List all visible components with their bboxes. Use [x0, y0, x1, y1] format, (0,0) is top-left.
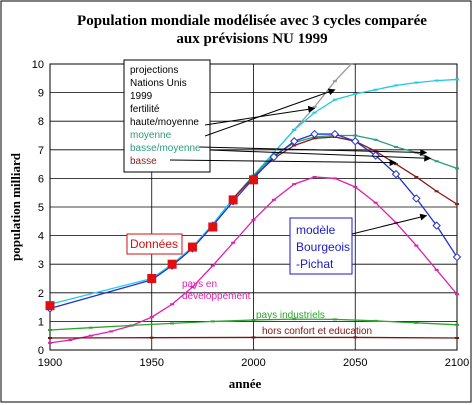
donnees-point — [208, 222, 218, 232]
donnees-label: Données — [130, 237, 178, 251]
point-modele — [391, 169, 401, 179]
legend-arrow — [209, 149, 432, 162]
y-tick-label: 1 — [38, 316, 44, 328]
y-tick-label: 0 — [38, 345, 44, 357]
chart-title-line2: aux prévisions NU 1999 — [176, 31, 327, 47]
legend: projections Nations Unis 1999 fertilité haut… — [123, 59, 211, 173]
modele-label-line2: Bourgeois — [296, 240, 350, 254]
y-tick-label: 4 — [38, 231, 44, 243]
point-modele — [269, 152, 279, 162]
modele-label-box — [289, 217, 353, 275]
pays-ind-label: pays industriels — [256, 310, 325, 321]
y-tick-label: 6 — [38, 173, 44, 185]
y-tick-label: 7 — [38, 145, 44, 157]
point-modele — [289, 137, 299, 146]
y-tick-label: 2 — [38, 288, 44, 300]
tick-labels: 0 1 2 3 4 5 6 7 8 9 10 1900 1950 2000 2050 2100 — [32, 59, 469, 369]
point-modele — [351, 137, 360, 146]
y-tick-label: 3 — [38, 259, 44, 271]
legend-entry: basse/moyenne — [130, 143, 201, 154]
y-tick-label: 10 — [32, 59, 44, 71]
hors-label: hors confort et education — [262, 326, 372, 337]
legend-entry: moyenne — [130, 130, 172, 141]
legend-entry: basse — [130, 156, 157, 167]
y-tick-label: 9 — [38, 88, 44, 100]
x-tick-label: 1900 — [38, 357, 62, 369]
legend-box — [123, 59, 211, 173]
y-tick-label: 5 — [38, 202, 44, 214]
pays-dev-label-line2: développement — [182, 291, 251, 302]
donnees-point — [147, 274, 157, 283]
x-tick-label: 2050 — [343, 357, 367, 369]
legend-entry: haute/moyenne — [130, 117, 199, 128]
donnees-label-box — [126, 233, 183, 255]
series-line-moyenne — [232, 134, 458, 199]
legend-arrow — [169, 159, 397, 167]
legend-arrow — [204, 88, 336, 137]
legend-entry: Nations Unis — [130, 78, 187, 89]
x-axis-label: année — [229, 376, 262, 391]
y-axis-label: population milliard — [8, 152, 23, 261]
donnees-markers — [45, 175, 258, 311]
point-modele — [432, 221, 441, 230]
modele-label-line1: modèle — [296, 223, 336, 237]
donnees-point — [45, 301, 55, 311]
legend-entry: projections — [130, 65, 178, 76]
donnees-point — [249, 175, 258, 185]
modele-label-line3: -Pichat — [296, 257, 334, 271]
x-tick-label: 2100 — [445, 357, 469, 369]
donnees-point — [187, 242, 197, 252]
legend-arrows — [169, 88, 432, 235]
donnees-point — [167, 259, 177, 269]
donnees-point — [228, 195, 238, 205]
x-tick-label: 2000 — [241, 357, 265, 369]
donnees-annotation: Données — [126, 233, 183, 255]
point-modele — [452, 252, 462, 262]
point-modele — [412, 194, 421, 203]
x-tick-label: 1950 — [140, 357, 164, 369]
point-modele — [310, 129, 319, 139]
chart-title-line1: Population mondiale modélisée avec 3 cyc… — [77, 13, 427, 29]
modele-annotation: modèle Bourgeois -Pichat — [289, 217, 353, 275]
point-modele — [371, 151, 380, 160]
y-tick-label: 8 — [38, 116, 44, 128]
point-modele — [330, 129, 340, 139]
legend-entry: fertilité — [130, 104, 160, 115]
modele-arrow — [351, 213, 428, 235]
legend-arrow — [199, 146, 428, 157]
legend-entries: projections Nations Unis 1999 fertilité haut… — [130, 65, 201, 167]
legend-entry: 1999 — [130, 91, 153, 102]
pays-dev-label-line1: pays en — [182, 279, 217, 290]
